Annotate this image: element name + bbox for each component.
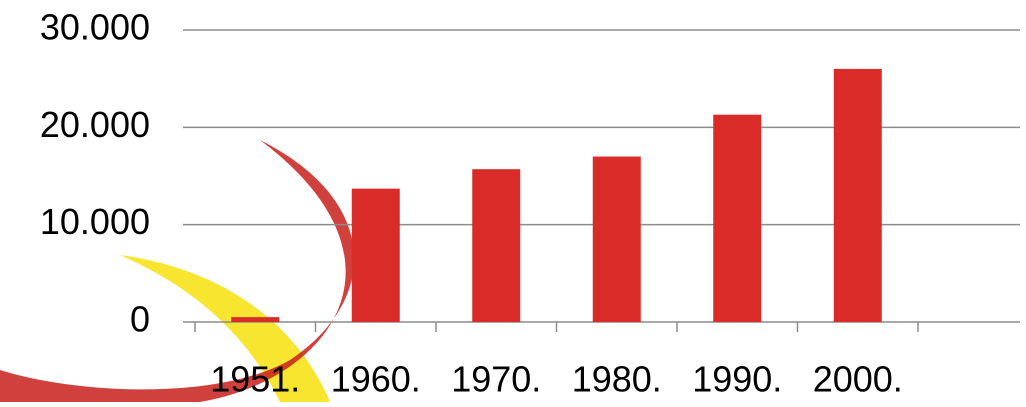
y-tick-label: 30.000 <box>40 7 150 48</box>
y-tick-label: 10.000 <box>40 201 150 242</box>
bar <box>472 169 520 322</box>
x-tick-label: 1980. <box>572 359 662 400</box>
bar <box>593 157 641 322</box>
bar <box>352 189 400 322</box>
y-tick-label: 20.000 <box>40 104 150 145</box>
x-tick-label: 1960. <box>331 359 421 400</box>
y-tick-label: 0 <box>130 299 150 340</box>
x-tick-label: 1970. <box>451 359 541 400</box>
bar <box>231 317 279 322</box>
bar <box>713 115 761 322</box>
x-tick-label: 2000. <box>813 359 903 400</box>
chart: 0 10.000 20.000 30.000 1951. 1960. 1970. 1980. 1… <box>0 0 1026 402</box>
x-tick-label: 1990. <box>692 359 782 400</box>
bar <box>834 69 882 322</box>
x-tick-label: 1951. <box>210 359 300 400</box>
background-swoosh <box>0 140 354 402</box>
page: {"chart_data": {"type": "bar", "categori… <box>0 0 1026 402</box>
